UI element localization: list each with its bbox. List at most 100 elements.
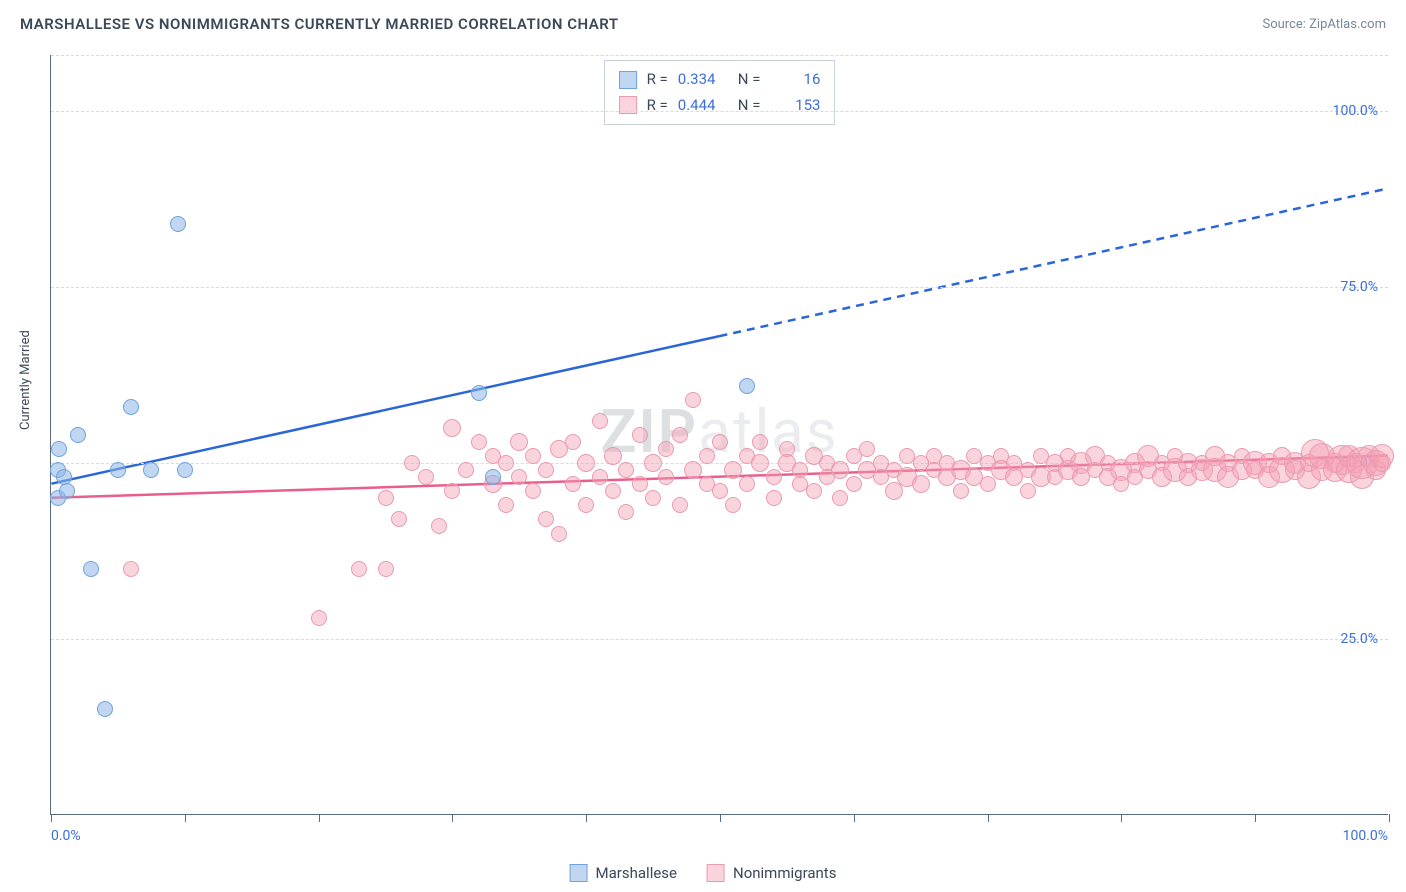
data-point xyxy=(59,483,75,499)
swatch-marshallese-icon xyxy=(570,864,588,882)
data-point xyxy=(431,518,447,534)
y-tick-label: 75.0% xyxy=(1340,279,1378,295)
legend-item-2: Nonimmigrants xyxy=(707,864,836,882)
y-tick-label: 25.0% xyxy=(1340,631,1378,647)
data-point xyxy=(724,461,742,479)
scatter-plot: ZIPatlas R = 0.334 N = 16 R = 0.444 N = … xyxy=(50,55,1388,815)
data-point xyxy=(170,216,186,232)
data-point xyxy=(97,701,113,717)
gridline xyxy=(51,111,1388,112)
data-point xyxy=(831,461,849,479)
data-point xyxy=(592,413,608,429)
data-point xyxy=(618,462,634,478)
data-point xyxy=(485,469,501,485)
data-point xyxy=(806,483,822,499)
data-point xyxy=(143,462,159,478)
y-tick-label: 100.0% xyxy=(1333,103,1378,119)
data-point xyxy=(458,462,474,478)
chart-header: MARSHALLESE VS NONIMMIGRANTS CURRENTLY M… xyxy=(0,0,1406,48)
data-point xyxy=(980,476,996,492)
data-point xyxy=(766,469,782,485)
bottom-legend: Marshallese Nonimmigrants xyxy=(570,864,837,882)
data-point xyxy=(712,434,728,450)
gridline xyxy=(51,287,1388,288)
swatch-marshallese-icon xyxy=(619,71,637,89)
data-point xyxy=(578,497,594,513)
data-point xyxy=(684,461,702,479)
data-point xyxy=(632,476,648,492)
data-point xyxy=(418,469,434,485)
data-point xyxy=(110,462,126,478)
data-point xyxy=(444,483,460,499)
data-point xyxy=(1020,483,1036,499)
x-tick xyxy=(185,814,186,822)
data-point xyxy=(658,441,674,457)
chart-source: Source: ZipAtlas.com xyxy=(1262,17,1386,32)
data-point xyxy=(912,475,930,493)
x-tick xyxy=(854,814,855,822)
data-point xyxy=(577,454,595,472)
data-point xyxy=(83,561,99,577)
data-point xyxy=(510,433,528,451)
x-tick xyxy=(988,814,989,822)
data-point xyxy=(123,399,139,415)
data-point xyxy=(404,455,420,471)
data-point xyxy=(712,483,728,499)
data-point xyxy=(351,561,367,577)
data-point xyxy=(378,490,394,506)
x-tick xyxy=(720,814,721,822)
data-point xyxy=(123,561,139,577)
data-point xyxy=(592,469,608,485)
data-point xyxy=(551,526,567,542)
x-axis-label-left: 0.0% xyxy=(51,828,81,844)
data-point xyxy=(859,441,875,457)
data-point xyxy=(1373,454,1391,472)
gridline xyxy=(51,55,1388,56)
x-axis-label-right: 100.0% xyxy=(1343,828,1388,844)
data-point xyxy=(177,462,193,478)
stats-row-1: R = 0.334 N = 16 xyxy=(619,67,821,93)
data-point xyxy=(605,483,621,499)
gridline xyxy=(51,639,1388,640)
data-point xyxy=(51,441,67,457)
data-point xyxy=(538,462,554,478)
data-point xyxy=(846,476,862,492)
stats-row-2: R = 0.444 N = 153 xyxy=(619,93,821,119)
x-tick xyxy=(51,814,52,822)
swatch-nonimmigrants-icon xyxy=(707,864,725,882)
data-point xyxy=(471,434,487,450)
data-point xyxy=(311,610,327,626)
data-point xyxy=(498,455,514,471)
x-tick xyxy=(1255,814,1256,822)
data-point xyxy=(471,385,487,401)
x-tick xyxy=(1121,814,1122,822)
data-point xyxy=(565,434,581,450)
data-point xyxy=(538,511,554,527)
data-point xyxy=(685,392,701,408)
chart-title: MARSHALLESE VS NONIMMIGRANTS CURRENTLY M… xyxy=(20,15,619,33)
y-axis-label: Currently Married xyxy=(18,330,33,430)
data-point xyxy=(525,448,541,464)
data-point xyxy=(832,490,848,506)
data-point xyxy=(792,462,808,478)
data-point xyxy=(565,476,581,492)
data-point xyxy=(725,497,741,513)
data-point xyxy=(672,427,688,443)
data-point xyxy=(699,448,715,464)
data-point xyxy=(766,490,782,506)
data-point xyxy=(751,454,769,472)
data-point xyxy=(618,504,634,520)
data-point xyxy=(752,434,768,450)
data-point xyxy=(378,561,394,577)
data-point xyxy=(672,497,688,513)
x-tick xyxy=(319,814,320,822)
data-point xyxy=(498,497,514,513)
data-point xyxy=(525,483,541,499)
data-point xyxy=(632,427,648,443)
data-point xyxy=(443,419,461,437)
data-point xyxy=(391,511,407,527)
x-tick xyxy=(452,814,453,822)
data-point xyxy=(658,469,674,485)
data-point xyxy=(645,490,661,506)
data-point xyxy=(604,447,622,465)
